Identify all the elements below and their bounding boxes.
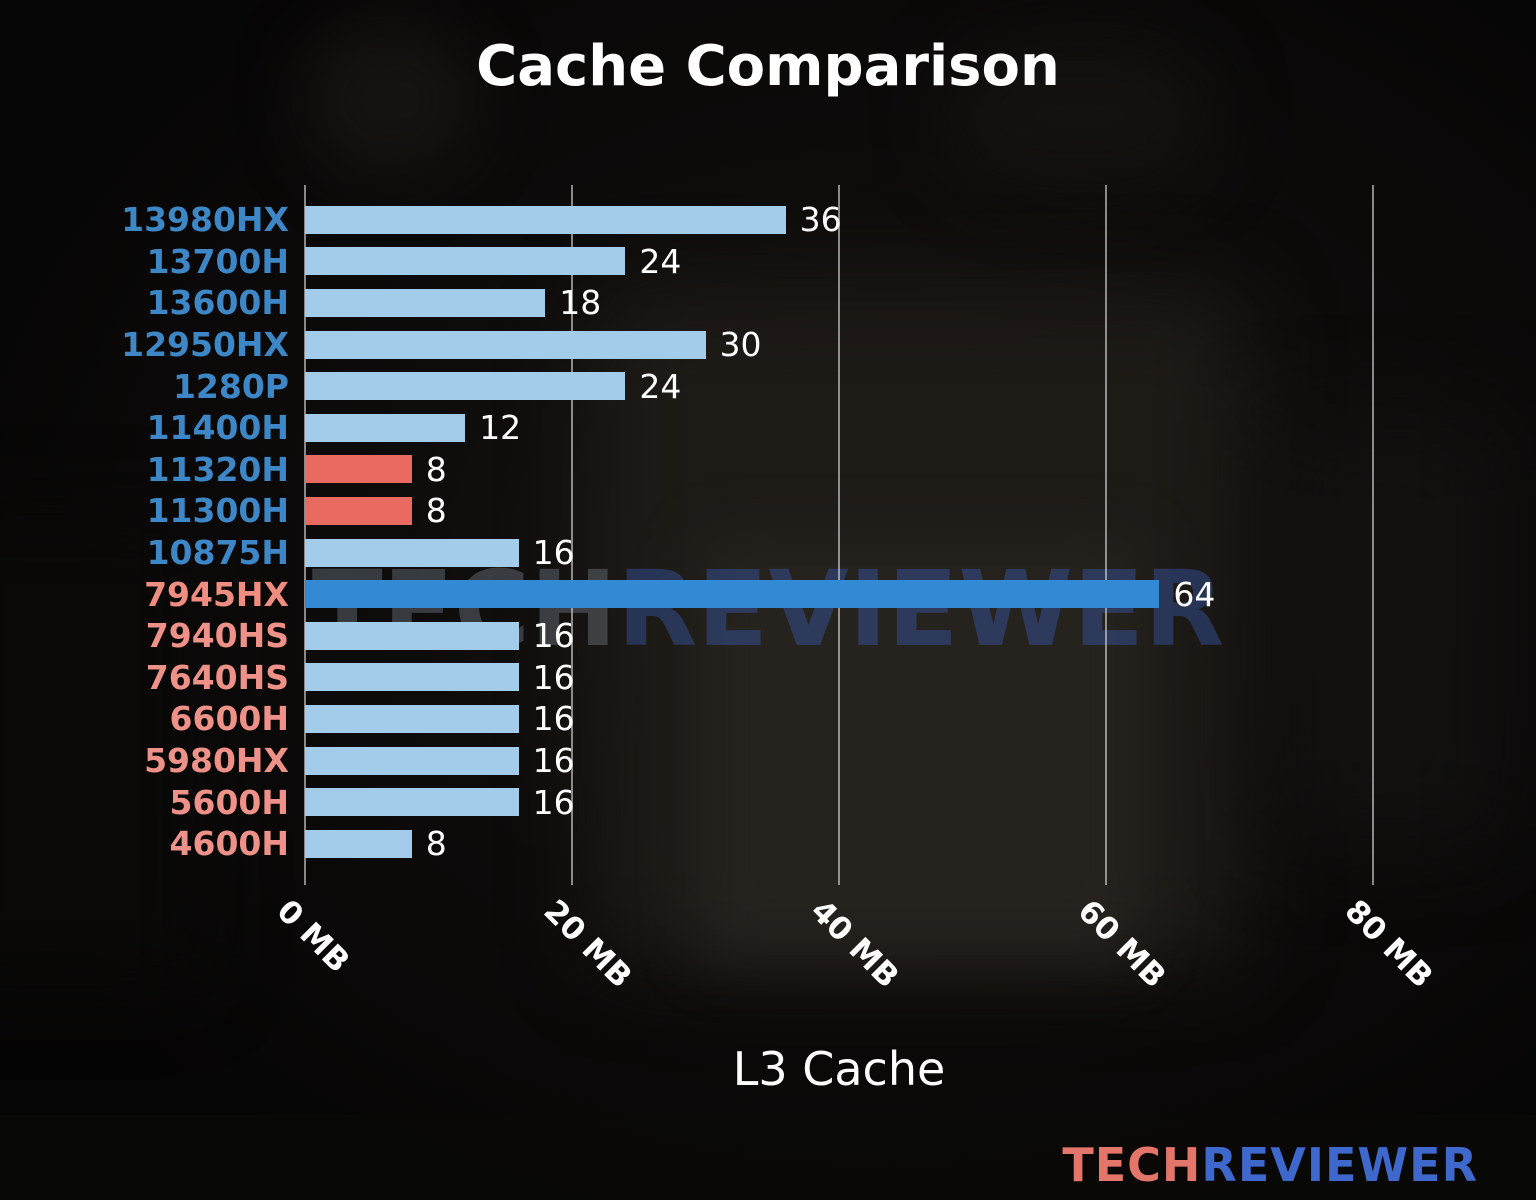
value-label: 16	[532, 533, 575, 573]
bar	[305, 580, 1160, 609]
category-label: 1280P	[172, 366, 289, 406]
category-label: 7940HS	[145, 616, 289, 656]
category-label: 11320H	[146, 449, 289, 489]
category-label: 13600H	[146, 283, 289, 323]
bar	[305, 247, 626, 276]
gridlines	[304, 185, 1374, 885]
value-label: 16	[532, 699, 575, 739]
value-label: 16	[532, 657, 575, 697]
category-label: 13700H	[146, 241, 289, 281]
background-shape	[950, 40, 1210, 190]
bar	[305, 288, 546, 317]
bar	[305, 829, 412, 858]
bar	[305, 788, 519, 817]
background-shape	[1280, 420, 1500, 840]
bar-row: 7945HX 64	[0, 573, 1536, 615]
value-label: 30	[719, 325, 762, 365]
category-label: 5600H	[169, 782, 289, 822]
bar	[305, 455, 412, 484]
bar-row: 4600H 8	[0, 823, 1536, 865]
bar-row: 10875H 16	[0, 532, 1536, 574]
logo-tech: TECH	[1062, 1138, 1202, 1192]
gridline	[1105, 185, 1107, 885]
bar-row: 13980HX 36	[0, 199, 1536, 241]
background-shape	[0, 520, 200, 980]
value-label: 16	[532, 782, 575, 822]
x-axis-ticks: 0 MB 20 MB 40 MB 60 MB 80 MB	[0, 893, 1536, 1033]
x-tick-label: 60 MB	[1070, 893, 1173, 996]
bar-row: 7640HS 16	[0, 657, 1536, 699]
background-shape	[300, 20, 480, 180]
bar-row: 11300H 8	[0, 490, 1536, 532]
x-tick-label: 80 MB	[1337, 893, 1440, 996]
x-tick-label: 0 MB	[269, 893, 357, 980]
bar-row: 1280P 24	[0, 365, 1536, 407]
bar-row: 6600H 16	[0, 698, 1536, 740]
value-label: 8	[425, 449, 447, 489]
category-label: 4600H	[169, 824, 289, 864]
bar-row: 7940HS 16	[0, 615, 1536, 657]
category-label: 5980HX	[144, 741, 289, 781]
category-label: 6600H	[169, 699, 289, 739]
bar-row: 11400H 12	[0, 407, 1536, 449]
bar-row: 12950HX 30	[0, 324, 1536, 366]
watermark-reviewer: REVIEWER	[617, 548, 1225, 670]
category-label: 13980HX	[121, 200, 289, 240]
bar	[305, 496, 412, 525]
value-label: 18	[559, 283, 602, 323]
logo: TECHREVIEWER	[1062, 1138, 1478, 1192]
value-label: 16	[532, 616, 575, 656]
x-tick-label: 20 MB	[536, 893, 639, 996]
value-label: 8	[425, 824, 447, 864]
chart-title: Cache Comparison	[476, 34, 1060, 99]
category-label: 11400H	[146, 408, 289, 448]
bar	[305, 704, 519, 733]
gridline	[838, 185, 840, 885]
bar	[305, 330, 706, 359]
bar-row: 11320H 8	[0, 449, 1536, 491]
category-label: 11300H	[146, 491, 289, 531]
category-label: 12950HX	[121, 325, 289, 365]
background-cpu-shape	[700, 540, 1140, 960]
bar	[305, 413, 466, 442]
bar-chart: 13980HX 36 13700H 24 13600H 18 12950HX 30 1280P 2…	[0, 185, 1536, 885]
value-label: 12	[479, 408, 522, 448]
bar	[305, 663, 519, 692]
bar	[305, 372, 626, 401]
x-tick-label: 40 MB	[803, 893, 906, 996]
bar-rows: 13980HX 36 13700H 24 13600H 18 12950HX 30 1280P 2…	[0, 199, 1536, 865]
value-label: 24	[639, 366, 682, 406]
bar-row: 13600H 18	[0, 282, 1536, 324]
background-bottom-band	[0, 1115, 1536, 1200]
gridline	[1372, 185, 1374, 885]
bar-row: 13700H 24	[0, 241, 1536, 283]
category-label: 10875H	[146, 533, 289, 573]
bar	[305, 621, 519, 650]
value-label: 16	[532, 741, 575, 781]
category-label: 7640HS	[145, 657, 289, 697]
gridline	[571, 185, 573, 885]
bar-row: 5600H 16	[0, 781, 1536, 823]
category-label: 7945HX	[144, 574, 289, 614]
value-label: 24	[639, 241, 682, 281]
bar	[305, 205, 786, 234]
bar	[305, 746, 519, 775]
value-label: 36	[799, 200, 842, 240]
gridline	[304, 185, 306, 885]
value-label: 64	[1173, 574, 1216, 614]
logo-reviewer: REVIEWER	[1201, 1138, 1478, 1192]
value-label: 8	[425, 491, 447, 531]
x-axis-label: L3 Cache	[732, 1042, 946, 1096]
bar	[305, 538, 519, 567]
bar-row: 5980HX 16	[0, 740, 1536, 782]
